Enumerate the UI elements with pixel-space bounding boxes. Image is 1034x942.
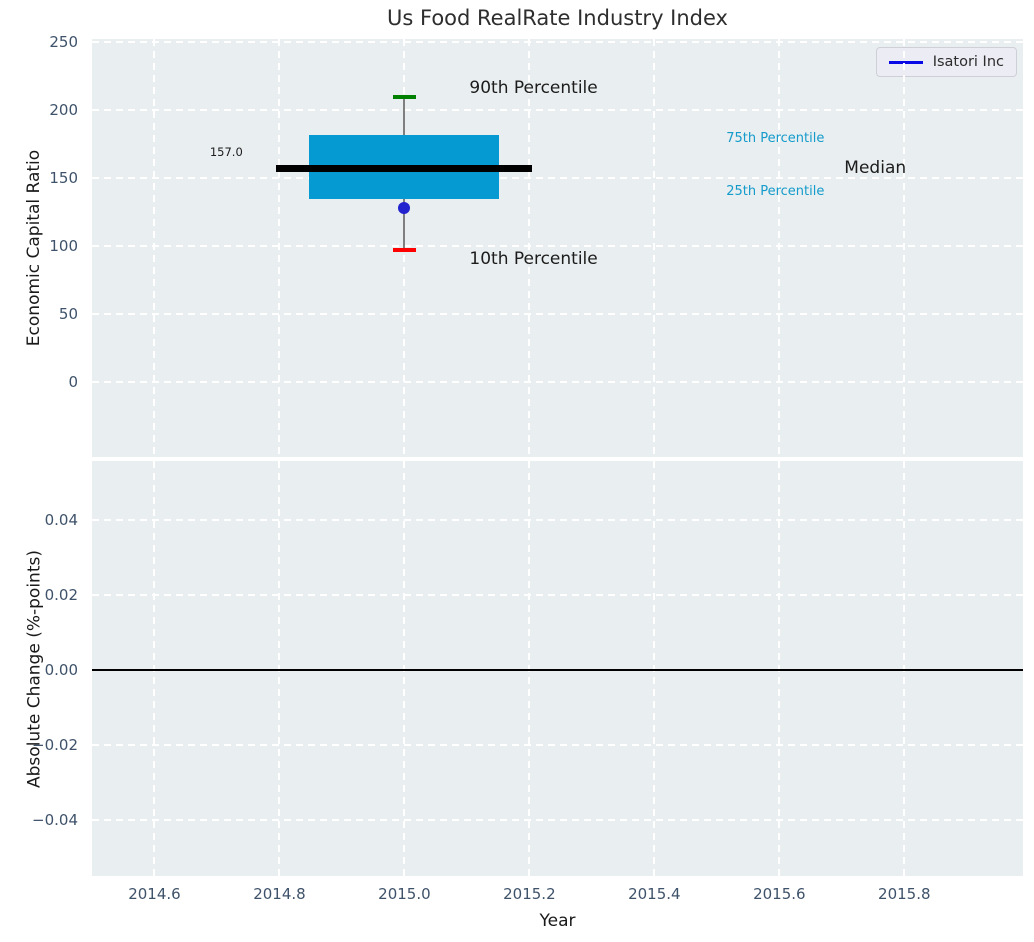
gridline-vertical (653, 461, 656, 876)
gridline-horizontal (92, 41, 1023, 44)
x-tick-label: 2014.6 (128, 885, 181, 903)
gridline-horizontal (92, 593, 1023, 596)
y-tick-label: 0.02 (44, 585, 78, 604)
gridline-vertical (278, 461, 281, 876)
gridline-vertical (653, 39, 656, 457)
y-tick-label: 200 (49, 101, 78, 120)
x-tick-label: 2015.6 (753, 885, 806, 903)
annotation: 157.0 (209, 145, 243, 160)
box-median-line (276, 165, 533, 173)
chart-title: Us Food RealRate Industry Index (387, 6, 728, 30)
gridline-horizontal (92, 818, 1023, 821)
gridline-vertical (278, 39, 281, 457)
x-tick-label: 2015.4 (628, 885, 681, 903)
y-tick-label: 50 (58, 305, 78, 324)
legend-line-icon (888, 60, 923, 64)
legend-label: Isatori Inc (932, 54, 1004, 70)
whisker-cap-10th (393, 248, 416, 253)
company-marker (398, 202, 411, 215)
zero-line (92, 668, 1023, 671)
gridline-vertical (778, 39, 781, 457)
gridline-horizontal (92, 109, 1023, 112)
gridline-vertical (528, 461, 531, 876)
gridline-vertical (778, 461, 781, 876)
y-tick-label: 150 (49, 169, 78, 188)
annotation: 90th Percentile (469, 78, 598, 99)
gridline-horizontal (92, 381, 1023, 384)
annotation: 10th Percentile (469, 249, 598, 270)
annotation: 75th Percentile (726, 130, 825, 146)
gridline-horizontal (92, 245, 1023, 248)
x-tick-label: 2015.0 (378, 885, 431, 903)
axes-economic-capital-ratio: Isatori Inc 90th Percentile 10th Percenti… (92, 39, 1023, 457)
gridline-vertical (153, 461, 156, 876)
y-tick-label: 100 (49, 237, 78, 256)
gridline-horizontal (92, 743, 1023, 746)
y-tick-label: 250 (49, 33, 78, 52)
gridline-vertical (403, 461, 406, 876)
gridline-vertical (903, 461, 906, 876)
annotation: 25th Percentile (726, 183, 825, 199)
axes-absolute-change (92, 461, 1023, 876)
gridline-horizontal (92, 313, 1023, 316)
whisker-cap-90th (393, 94, 416, 99)
annotation: Median (844, 158, 907, 179)
gridline-vertical (528, 39, 531, 457)
y-tick-label: 0.00 (44, 660, 78, 679)
y-tick-label: 0 (68, 373, 78, 392)
y-tick-label: −0.04 (32, 810, 78, 829)
y-tick-label: 0.04 (44, 510, 78, 529)
y-tick-label: −0.02 (32, 735, 78, 754)
x-tick-label: 2014.8 (253, 885, 306, 903)
x-axis-label: Year (539, 911, 576, 931)
gridline-horizontal (92, 518, 1023, 521)
x-tick-label: 2015.8 (878, 885, 931, 903)
x-tick-label: 2015.2 (503, 885, 556, 903)
gridline-horizontal (92, 177, 1023, 180)
gridline-vertical (153, 39, 156, 457)
gridline-vertical (903, 39, 906, 457)
legend: Isatori Inc (875, 47, 1017, 77)
